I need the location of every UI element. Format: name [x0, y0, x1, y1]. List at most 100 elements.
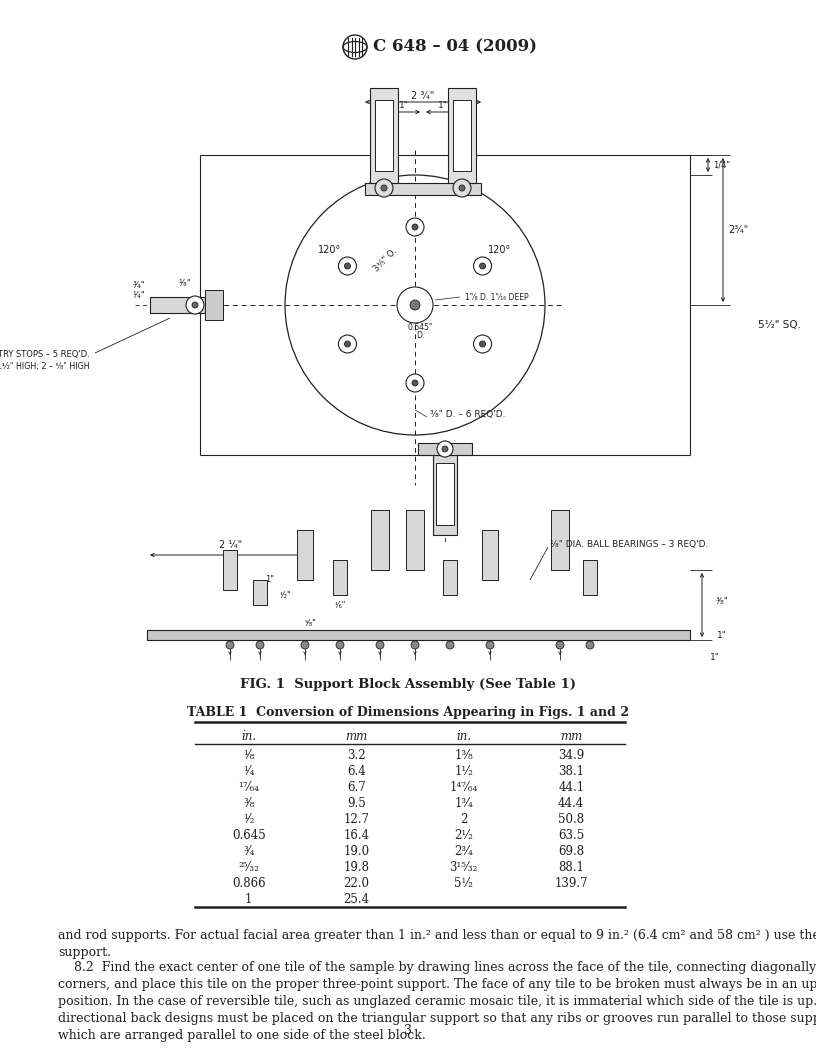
Bar — [443, 560, 457, 595]
Text: 120°: 120° — [488, 245, 512, 254]
Bar — [147, 630, 690, 640]
Bar — [333, 560, 347, 595]
Text: ¹⁄₈: ¹⁄₈ — [243, 749, 255, 762]
Text: 1⁴⁷⁄₆₄: 1⁴⁷⁄₆₄ — [450, 781, 478, 794]
Bar — [253, 580, 267, 605]
Bar — [482, 530, 498, 580]
Text: 2 ¹⁄₄": 2 ¹⁄₄" — [220, 540, 242, 550]
Circle shape — [397, 287, 433, 323]
Bar — [150, 297, 205, 313]
Text: ²⁵⁄₃₂: ²⁵⁄₃₂ — [238, 861, 259, 874]
Circle shape — [410, 300, 420, 310]
Circle shape — [453, 180, 471, 197]
Text: 88.1: 88.1 — [558, 861, 584, 874]
Circle shape — [473, 257, 491, 275]
Text: ¹⁷⁄₆₄: ¹⁷⁄₆₄ — [238, 781, 259, 794]
Text: D.: D. — [416, 331, 424, 339]
Text: 1": 1" — [398, 101, 409, 111]
Text: mm: mm — [345, 730, 367, 742]
Circle shape — [226, 641, 234, 649]
Bar — [371, 510, 389, 570]
Text: 1³⁄₄: 1³⁄₄ — [455, 797, 473, 810]
Text: 1/4": 1/4" — [713, 161, 730, 170]
Circle shape — [344, 341, 350, 347]
Circle shape — [473, 335, 491, 353]
Bar — [448, 88, 476, 183]
Circle shape — [381, 185, 387, 191]
Text: 2: 2 — [460, 813, 468, 826]
Text: 8.2  Find the exact center of one tile of the sample by drawing lines across the: 8.2 Find the exact center of one tile of… — [58, 961, 816, 1042]
Text: 120°: 120° — [318, 245, 342, 254]
Text: ³⁄₈" D. – 6 REQ'D.: ³⁄₈" D. – 6 REQ'D. — [430, 411, 505, 419]
Text: 0.866: 0.866 — [232, 878, 265, 890]
Text: 139.7: 139.7 — [554, 878, 588, 890]
Text: 1¹⁄₂: 1¹⁄₂ — [455, 765, 473, 778]
Text: 5¹⁄₂" SQ.: 5¹⁄₂" SQ. — [758, 320, 801, 329]
Bar — [436, 463, 454, 525]
Text: 0.645": 0.645" — [407, 322, 432, 332]
Circle shape — [480, 341, 486, 347]
Circle shape — [480, 263, 486, 269]
Bar — [223, 550, 237, 590]
Text: 5¹⁄₂: 5¹⁄₂ — [455, 878, 473, 890]
Text: 1": 1" — [265, 576, 274, 585]
Text: 9.5: 9.5 — [347, 797, 366, 810]
Text: FIG. 1  Support Block Assembly (See Table 1): FIG. 1 Support Block Assembly (See Table… — [240, 678, 576, 691]
Bar — [365, 183, 481, 195]
Circle shape — [343, 35, 367, 59]
Text: 16.4: 16.4 — [344, 829, 370, 842]
Text: 2³⁄₄: 2³⁄₄ — [455, 845, 473, 859]
Text: 12.7: 12.7 — [344, 813, 370, 826]
Circle shape — [486, 641, 494, 649]
Text: mm: mm — [560, 730, 583, 742]
Text: 1: 1 — [245, 893, 252, 906]
Text: 22.0: 22.0 — [344, 878, 370, 890]
Circle shape — [186, 296, 204, 314]
Text: 6.4: 6.4 — [347, 765, 366, 778]
Text: C 648 – 04 (2009): C 648 – 04 (2009) — [373, 38, 537, 56]
Circle shape — [459, 185, 465, 191]
Text: 2¹⁄₂: 2¹⁄₂ — [455, 829, 473, 842]
Text: 1"⁄₈ D. 1"⁄₁₆ DEEP: 1"⁄₈ D. 1"⁄₁₆ DEEP — [465, 293, 529, 302]
Text: ⁵⁄₈": ⁵⁄₈" — [304, 619, 316, 627]
Text: 25.4: 25.4 — [344, 893, 370, 906]
Bar — [418, 444, 472, 455]
Text: ¹⁄₄: ¹⁄₄ — [243, 765, 255, 778]
Text: ¹⁄₄": ¹⁄₄" — [132, 290, 145, 300]
Text: 63.5: 63.5 — [558, 829, 584, 842]
Text: 2 ³⁄₄": 2 ³⁄₄" — [411, 91, 435, 101]
Text: TABLE 1  Conversion of Dimensions Appearing in Figs. 1 and 2: TABLE 1 Conversion of Dimensions Appeari… — [187, 706, 629, 719]
Bar — [551, 510, 569, 570]
Text: 34.9: 34.9 — [558, 749, 584, 762]
Bar — [453, 100, 471, 171]
Text: ³⁄₄": ³⁄₄" — [132, 281, 145, 289]
Text: 19.8: 19.8 — [344, 861, 370, 874]
Text: ³⁄₄: ³⁄₄ — [243, 845, 255, 859]
Bar — [406, 510, 424, 570]
Circle shape — [339, 335, 357, 353]
Text: ¹⁄₈" DIA. BALL BEARINGS – 3 REQ'D.: ¹⁄₈" DIA. BALL BEARINGS – 3 REQ'D. — [550, 541, 708, 549]
Text: ¹⁄₂": ¹⁄₂" — [279, 590, 290, 600]
Text: 1": 1" — [717, 630, 727, 640]
Circle shape — [376, 641, 384, 649]
Text: ³⁄₈: ³⁄₈ — [243, 797, 255, 810]
Text: 3³⁄₅" O.: 3³⁄₅" O. — [371, 247, 398, 274]
Text: ³⁄₈": ³⁄₈" — [716, 598, 729, 606]
Circle shape — [336, 641, 344, 649]
Text: 69.8: 69.8 — [558, 845, 584, 859]
Text: 1³⁄₈: 1³⁄₈ — [455, 749, 473, 762]
Bar — [583, 560, 597, 595]
Circle shape — [192, 302, 198, 308]
Circle shape — [412, 380, 418, 386]
Text: 3 – 1¹⁄₂" HIGH; 2 – ⁵⁄₈" HIGH: 3 – 1¹⁄₂" HIGH; 2 – ⁵⁄₈" HIGH — [0, 361, 90, 371]
Bar — [370, 88, 398, 183]
Circle shape — [411, 641, 419, 649]
Bar — [433, 455, 457, 535]
Bar — [297, 530, 313, 580]
Text: 2³⁄₄": 2³⁄₄" — [728, 225, 748, 235]
Text: 0.645: 0.645 — [232, 829, 266, 842]
Text: 3: 3 — [404, 1023, 412, 1037]
Text: 3.2: 3.2 — [347, 749, 366, 762]
Circle shape — [256, 641, 264, 649]
Bar — [205, 290, 223, 320]
